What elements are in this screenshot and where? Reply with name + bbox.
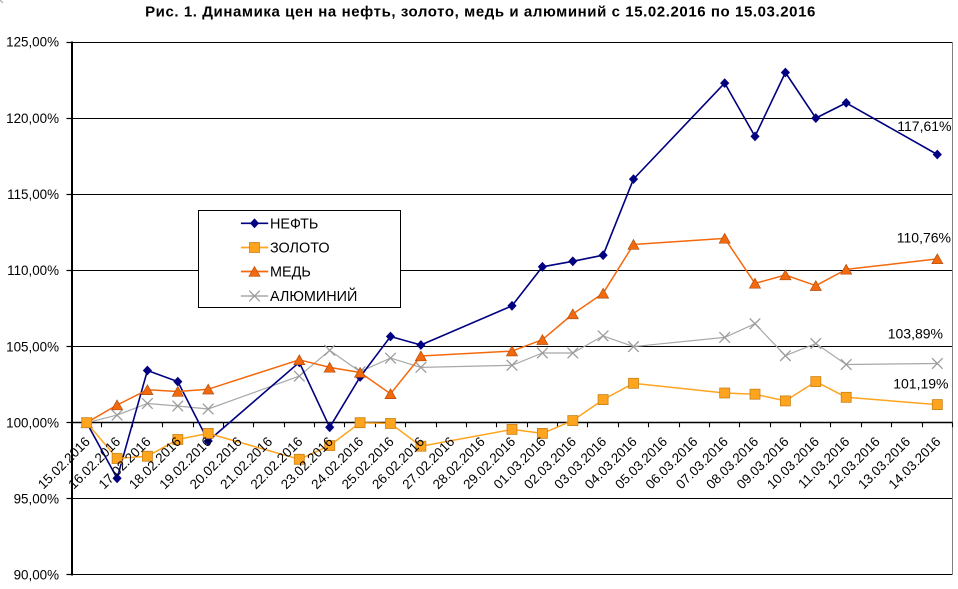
svg-text:103,89%: 103,89% <box>888 326 943 342</box>
svg-text:115,00%: 115,00% <box>7 187 59 202</box>
svg-text:Рис. 1. Динамика цен на нефть,: Рис. 1. Динамика цен на нефть, золото, м… <box>145 3 816 20</box>
svg-text:95,00%: 95,00% <box>14 492 60 507</box>
svg-text:АЛЮМИНИЙ: АЛЮМИНИЙ <box>270 287 357 305</box>
svg-text:110,76%: 110,76% <box>897 230 951 246</box>
svg-text:90,00%: 90,00% <box>14 568 60 583</box>
svg-text:105,00%: 105,00% <box>6 339 59 354</box>
svg-text:100,00%: 100,00% <box>6 415 59 430</box>
svg-text:117,61%: 117,61% <box>897 118 951 134</box>
svg-text:120,00%: 120,00% <box>6 111 59 126</box>
svg-text:ЗОЛОТО: ЗОЛОТО <box>270 241 330 257</box>
svg-text:МЕДЬ: МЕДЬ <box>270 265 311 281</box>
svg-text:125,00%: 125,00% <box>6 35 59 50</box>
svg-text:110,00%: 110,00% <box>7 263 59 278</box>
svg-text:101,19%: 101,19% <box>893 376 948 392</box>
svg-text:НЕФТЬ: НЕФТЬ <box>270 216 318 232</box>
